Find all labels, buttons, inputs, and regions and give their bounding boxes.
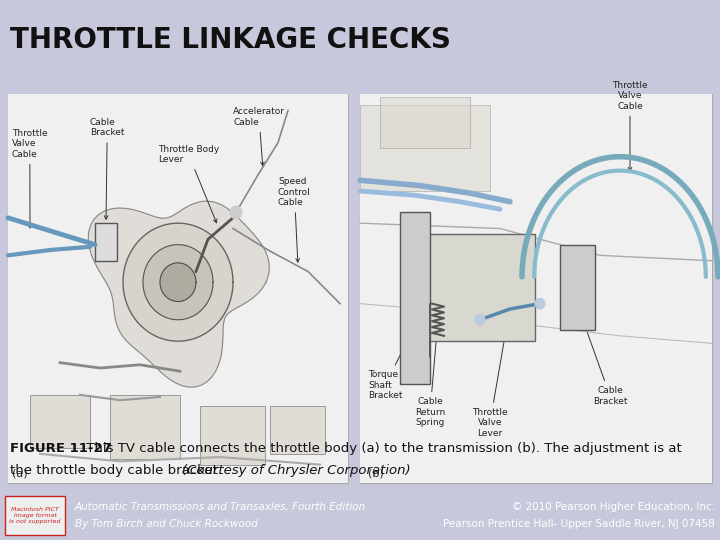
Bar <box>110 395 180 459</box>
Text: This TV cable connects the throttle body (a) to the transmission (b). The adjust: This TV cable connects the throttle body… <box>82 442 682 455</box>
Text: THROTTLE LINKAGE CHECKS: THROTTLE LINKAGE CHECKS <box>10 26 451 54</box>
Text: By Tom Birch and Chuck Rockwood: By Tom Birch and Chuck Rockwood <box>75 519 258 529</box>
Text: FIGURE 11-27: FIGURE 11-27 <box>10 442 112 455</box>
Bar <box>8 94 348 483</box>
Circle shape <box>230 206 242 219</box>
Polygon shape <box>143 245 213 320</box>
Text: Throttle Body
Lever: Throttle Body Lever <box>158 145 220 223</box>
Circle shape <box>535 298 545 309</box>
Polygon shape <box>123 223 233 341</box>
Text: Throttle
Valve
Lever: Throttle Valve Lever <box>472 310 510 438</box>
Bar <box>415 234 535 341</box>
Text: Speed
Control
Cable: Speed Control Cable <box>278 177 311 262</box>
Polygon shape <box>89 201 269 387</box>
Text: (a): (a) <box>12 469 27 478</box>
Bar <box>380 97 470 148</box>
Text: Cable
Bracket: Cable Bracket <box>90 118 125 219</box>
Bar <box>30 395 90 449</box>
Text: (b): (b) <box>368 469 384 478</box>
Text: (Courtesy of Chrysler Corporation): (Courtesy of Chrysler Corporation) <box>182 464 410 477</box>
Text: Torque
Shaft
Bracket: Torque Shaft Bracket <box>368 328 413 400</box>
Bar <box>360 94 712 483</box>
Polygon shape <box>160 263 196 301</box>
Bar <box>270 406 325 454</box>
Bar <box>560 245 595 330</box>
Bar <box>360 105 490 191</box>
Bar <box>95 223 117 261</box>
Circle shape <box>475 314 485 325</box>
Text: Pearson Prentice Hall- Upper Saddle River, NJ 07458: Pearson Prentice Hall- Upper Saddle Rive… <box>443 519 715 529</box>
Bar <box>200 406 265 464</box>
Text: the throttle body cable bracket.: the throttle body cable bracket. <box>10 464 226 477</box>
Text: Cable
Return
Spring: Cable Return Spring <box>415 323 445 427</box>
Bar <box>8 94 348 483</box>
Bar <box>400 212 430 384</box>
Text: Throttle
Valve
Cable: Throttle Valve Cable <box>612 80 648 171</box>
Text: © 2010 Pearson Higher Education, Inc.: © 2010 Pearson Higher Education, Inc. <box>512 502 715 512</box>
Text: Accelerator
Cable: Accelerator Cable <box>233 107 285 166</box>
Text: Throttle
Valve
Cable: Throttle Valve Cable <box>12 129 48 228</box>
Bar <box>5 496 65 535</box>
Text: Automatic Transmissions and Transaxles, Fourth Edition: Automatic Transmissions and Transaxles, … <box>75 502 366 512</box>
Text: Cable
Bracket: Cable Bracket <box>578 307 627 406</box>
Bar <box>360 94 712 483</box>
Text: Macintosh PICT
image format
is not supported: Macintosh PICT image format is not suppo… <box>9 508 60 524</box>
